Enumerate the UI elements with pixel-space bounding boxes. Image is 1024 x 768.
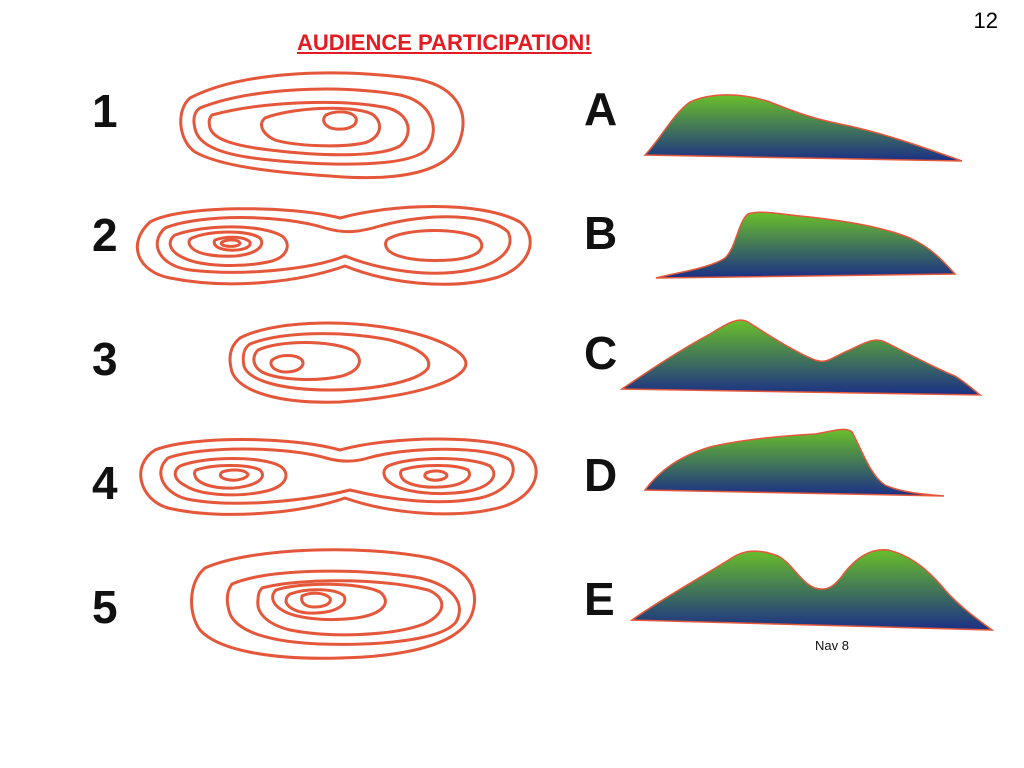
contour-map-1 <box>179 71 465 180</box>
profile-label-d: D <box>584 449 618 501</box>
map-label-2: 2 <box>92 209 118 261</box>
map-label-4: 4 <box>92 457 118 509</box>
footer-note: Nav 8 <box>815 638 849 653</box>
terrain-profile-e <box>629 548 995 631</box>
profile-label-c: C <box>584 327 618 379</box>
map-label-1: 1 <box>92 85 118 137</box>
page-number: 12 <box>973 8 998 33</box>
profile-label-e: E <box>584 573 615 625</box>
contour-map-5 <box>190 548 477 660</box>
contour-map-4 <box>139 437 538 516</box>
map-label-5: 5 <box>92 581 118 633</box>
contour-map-3 <box>228 321 468 404</box>
terrain-profile-a <box>643 94 963 162</box>
terrain-profile-b <box>655 211 957 279</box>
map-label-3: 3 <box>92 333 118 385</box>
terrain-profile-d <box>643 428 945 497</box>
slide-title: AUDIENCE PARTICIPATION! <box>297 30 592 55</box>
profile-label-b: B <box>584 207 618 259</box>
profile-label-a: A <box>584 83 618 135</box>
contour-map-2 <box>135 205 532 286</box>
terrain-profile-c <box>619 319 983 396</box>
